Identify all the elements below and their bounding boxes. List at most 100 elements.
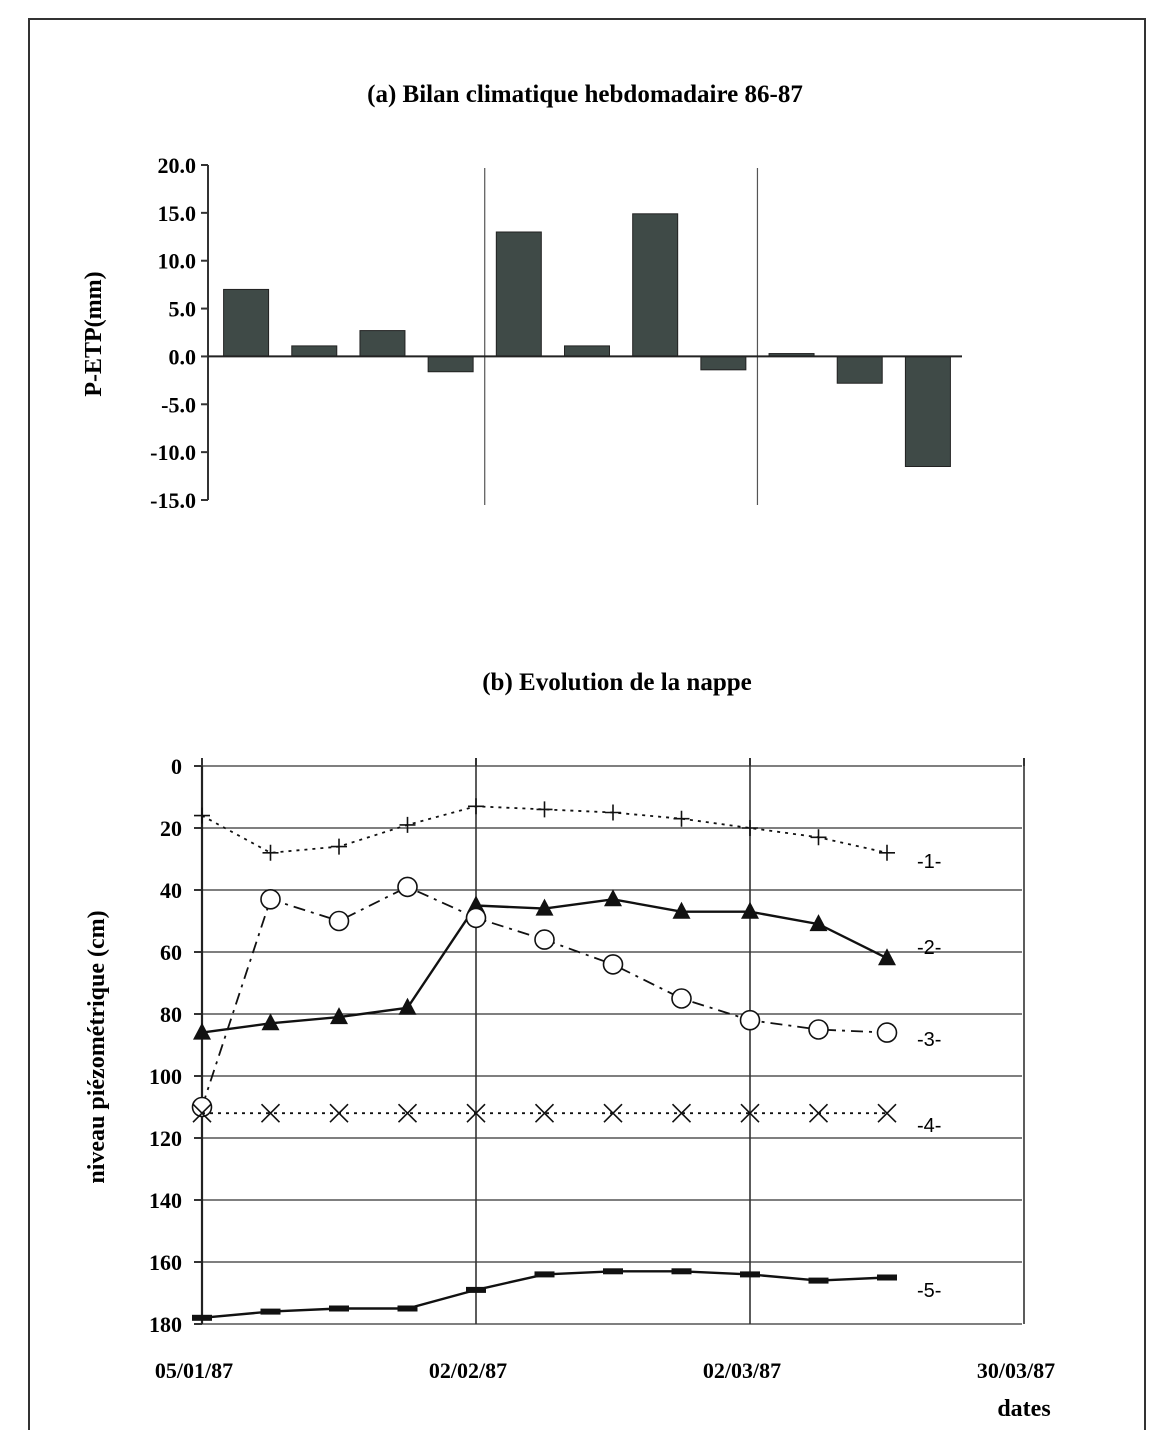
series-5-point bbox=[329, 1305, 349, 1312]
line-chart-xtick-label: 02/03/87 bbox=[703, 1358, 781, 1383]
line-chart-ytick-label: 180 bbox=[149, 1312, 182, 1337]
series-3-point bbox=[191, 1096, 213, 1118]
line-chart: 0 20 40 60 80 100 120 140 160 180 05/01/87 02/02/87… bbox=[149, 754, 1055, 1383]
line-chart-xtick-label: 05/01/87 bbox=[155, 1358, 233, 1383]
bar-chart-ytick-label: 0.0 bbox=[169, 344, 197, 369]
series-3-point bbox=[671, 988, 692, 1009]
bar-chart-bar bbox=[359, 330, 406, 357]
line-chart-title: (b) Evolution de la nappe bbox=[482, 669, 752, 696]
series-1-point bbox=[742, 820, 758, 836]
line-chart-ytick-label: 120 bbox=[149, 1126, 182, 1151]
series-5-point bbox=[877, 1274, 897, 1281]
series-5-point bbox=[466, 1286, 486, 1293]
bar-chart-ytick-label: -5.0 bbox=[161, 392, 196, 417]
series-2-point bbox=[672, 901, 691, 919]
series-5-point bbox=[397, 1305, 418, 1312]
series-2-point bbox=[741, 901, 759, 919]
series-3-point bbox=[397, 876, 418, 898]
line-chart-xtick-label: 30/03/87 bbox=[977, 1358, 1055, 1383]
series-1-point bbox=[810, 829, 827, 846]
line-chart-ytick-label: 20 bbox=[160, 816, 182, 841]
series-2-point bbox=[535, 898, 554, 916]
series-1-point bbox=[879, 844, 895, 861]
series-5-point bbox=[603, 1268, 623, 1275]
series-5-point bbox=[671, 1268, 692, 1275]
series-1-point bbox=[194, 807, 210, 824]
series-3-point bbox=[534, 929, 555, 950]
series-1-point bbox=[468, 798, 484, 815]
series-1-point bbox=[399, 816, 416, 833]
bar-chart-ylabel: P-ETP(mm) bbox=[81, 271, 107, 396]
series-5-point bbox=[740, 1271, 760, 1278]
page-frame bbox=[28, 18, 1146, 1430]
series-3-point bbox=[465, 907, 487, 929]
bar-chart-title: (a) Bilan climatique hebdomadaire 86-87 bbox=[367, 81, 803, 108]
bar-chart-bar bbox=[291, 345, 338, 357]
bar-chart-bar bbox=[427, 355, 474, 373]
series-5-point bbox=[534, 1271, 555, 1278]
bar-chart-ytick-label: -10.0 bbox=[150, 440, 196, 465]
series-3-point bbox=[876, 1022, 898, 1043]
series-1-point bbox=[536, 801, 553, 818]
line-chart-xtick-label: 02/02/87 bbox=[429, 1358, 507, 1383]
series-3-point bbox=[602, 954, 624, 975]
series-5-point bbox=[192, 1314, 212, 1321]
bar-chart-bar bbox=[904, 355, 951, 467]
line-chart-ylabel: niveau piézométrique (cm) bbox=[84, 910, 110, 1183]
bar-chart-bar bbox=[836, 355, 883, 384]
series-3-point bbox=[808, 1019, 829, 1040]
series-4-point bbox=[329, 1103, 349, 1123]
series-line-3 bbox=[201, 885, 888, 1108]
line-chart-ytick-label: 80 bbox=[160, 1002, 182, 1027]
series-2-point bbox=[398, 997, 417, 1015]
series-4-point bbox=[740, 1103, 760, 1123]
series-line-2 bbox=[201, 898, 888, 1034]
series-2-point bbox=[193, 1022, 211, 1040]
series-1-point bbox=[605, 804, 621, 821]
series-4-point bbox=[603, 1103, 623, 1123]
bar-chart-bar bbox=[223, 288, 270, 357]
bar-chart-ytick-label: 5.0 bbox=[169, 297, 197, 322]
line-chart-ytick-label: 140 bbox=[149, 1188, 182, 1213]
bar-chart-bar bbox=[564, 345, 610, 357]
series-4-point bbox=[671, 1103, 692, 1123]
series-4-point bbox=[397, 1103, 418, 1123]
series-1-point bbox=[262, 844, 279, 861]
line-chart-xlabel: dates bbox=[997, 1396, 1050, 1422]
series-4-point bbox=[192, 1103, 212, 1123]
line-chart-ytick-label: 60 bbox=[160, 940, 182, 965]
series-3-point bbox=[260, 888, 281, 910]
line-chart-ytick-label: 40 bbox=[160, 878, 182, 903]
series-4-point bbox=[877, 1103, 897, 1123]
series-1-point bbox=[673, 810, 690, 827]
series-4-point bbox=[466, 1103, 486, 1123]
series-label-3: -3- bbox=[917, 1029, 941, 1051]
bar-chart-ytick-label: -15.0 bbox=[150, 488, 196, 513]
series-4-point bbox=[534, 1103, 555, 1123]
bar-chart-bar bbox=[495, 231, 542, 357]
bar-chart-ytick-label: 15.0 bbox=[158, 201, 197, 226]
series-4-point bbox=[808, 1103, 829, 1123]
series-2-point bbox=[261, 1013, 280, 1031]
series-2-point bbox=[467, 895, 485, 913]
series-5-point bbox=[260, 1308, 281, 1315]
series-1-point bbox=[331, 838, 347, 855]
line-chart-ytick-label: 0 bbox=[171, 754, 182, 779]
series-2-point bbox=[604, 889, 622, 907]
series-2-point bbox=[878, 948, 896, 966]
series-4-point bbox=[260, 1103, 281, 1123]
series-label-2: -2- bbox=[917, 937, 941, 959]
line-chart-ytick-label: 100 bbox=[149, 1064, 182, 1089]
series-line-5 bbox=[201, 1270, 888, 1319]
series-5-point bbox=[808, 1277, 829, 1284]
series-3-point bbox=[739, 1009, 761, 1031]
bar-chart-bar bbox=[700, 355, 747, 371]
bar-chart-ytick-label: 10.0 bbox=[158, 249, 197, 274]
series-2-point bbox=[330, 1007, 348, 1025]
series-label-4: -4- bbox=[917, 1115, 941, 1137]
bar-chart-ytick-label: 20.0 bbox=[158, 153, 197, 178]
bar-chart-bar bbox=[632, 213, 679, 357]
series-label-1: -1- bbox=[917, 851, 941, 873]
series-label-5: -5- bbox=[917, 1280, 941, 1302]
